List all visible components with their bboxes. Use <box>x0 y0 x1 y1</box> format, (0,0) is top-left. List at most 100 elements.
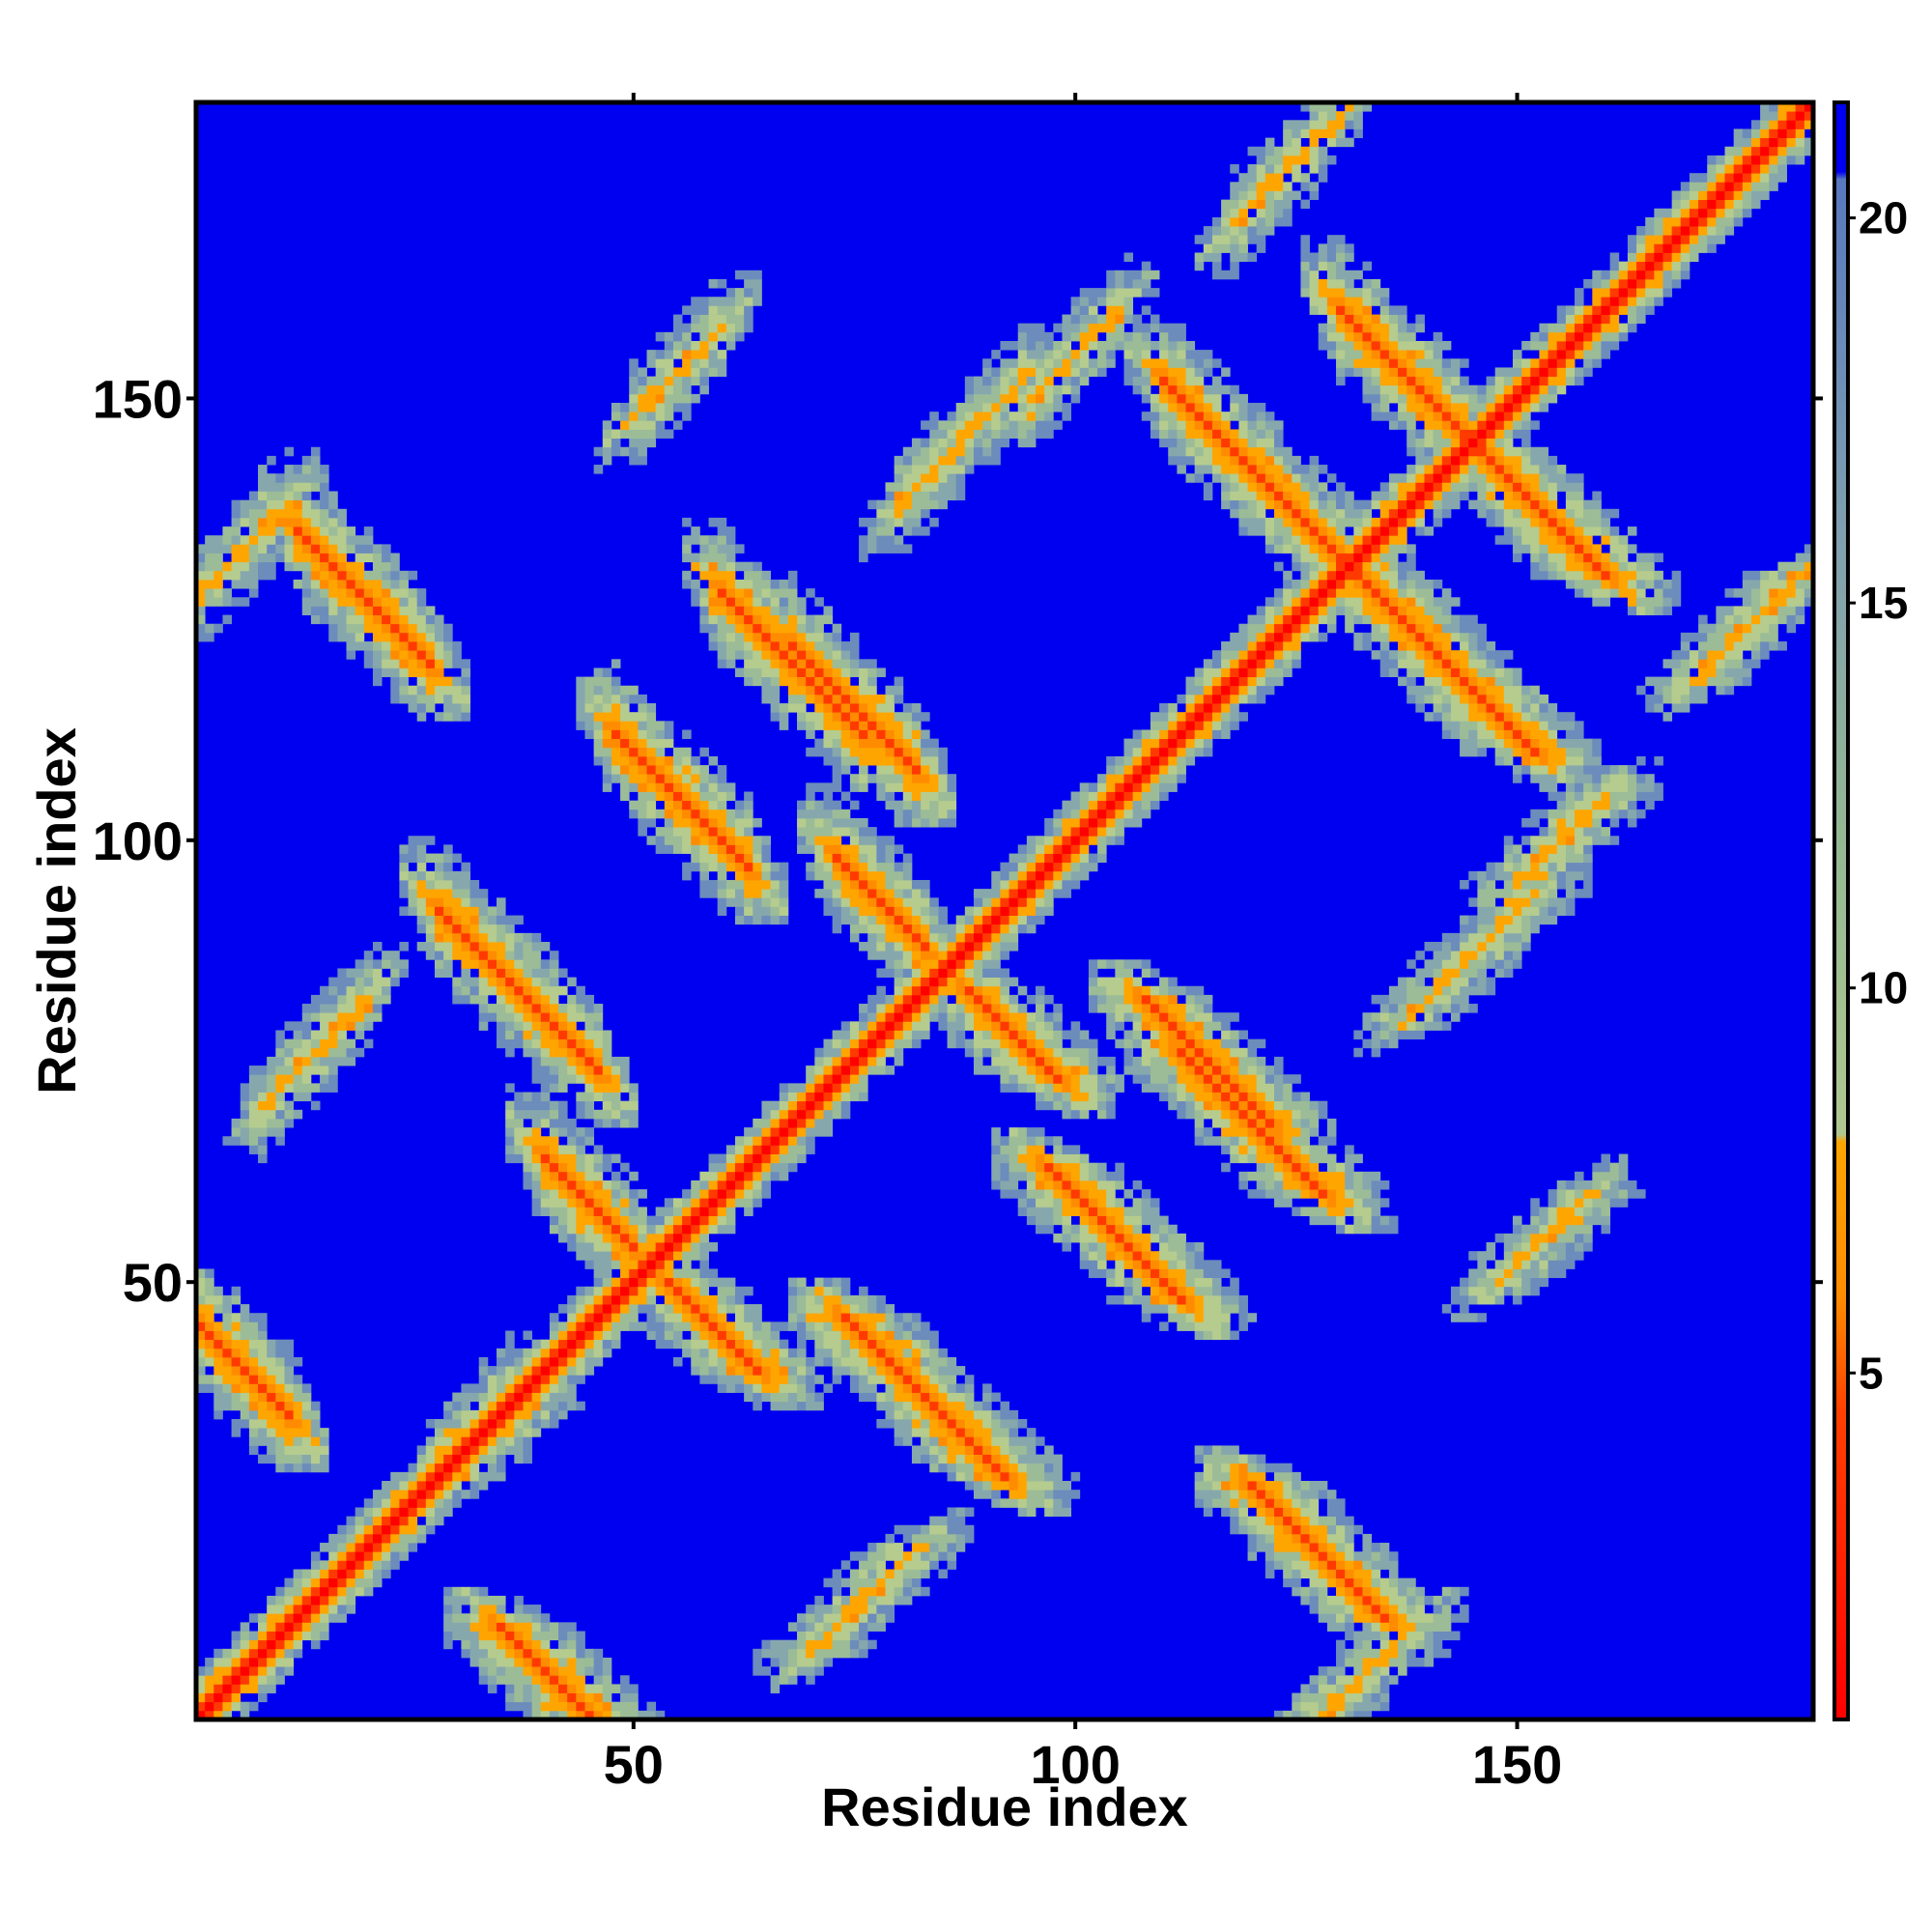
heatmap-cell <box>205 1375 214 1384</box>
heatmap-cell <box>1036 1490 1045 1499</box>
heatmap-cell <box>832 765 842 775</box>
heatmap-cell <box>859 553 868 563</box>
heatmap-cell <box>284 1613 295 1623</box>
heatmap-cell <box>761 906 771 916</box>
heatmap-cell <box>806 623 815 634</box>
heatmap-cell <box>753 1118 762 1128</box>
heatmap-cell <box>646 376 657 386</box>
heatmap-cell <box>947 1428 957 1437</box>
heatmap-cell <box>1062 1498 1072 1508</box>
heatmap-cell <box>973 977 983 987</box>
heatmap-cell <box>320 1030 329 1040</box>
heatmap-cell <box>1009 1083 1019 1093</box>
heatmap-cell <box>487 951 497 960</box>
heatmap-cell <box>1026 384 1037 395</box>
heatmap-cell <box>301 561 312 572</box>
heatmap-cell <box>611 1189 621 1199</box>
heatmap-cell <box>902 1586 913 1597</box>
heatmap-cell <box>478 897 489 907</box>
heatmap-cell <box>301 1454 312 1464</box>
heatmap-cell <box>540 1631 551 1641</box>
heatmap-cell <box>638 791 647 802</box>
heatmap-cell <box>558 1330 568 1341</box>
heatmap-cell <box>832 809 842 819</box>
heatmap-cell <box>1097 977 1107 987</box>
heatmap-cell <box>320 994 329 1005</box>
heatmap-cell <box>787 1304 798 1314</box>
heatmap-cell <box>832 774 842 783</box>
heatmap-cell <box>549 1189 559 1199</box>
heatmap-cell <box>859 738 868 749</box>
heatmap-cell <box>691 367 700 377</box>
heatmap-cell <box>363 641 374 651</box>
heatmap-cell <box>955 1428 966 1437</box>
heatmap-cell <box>832 703 842 713</box>
heatmap-cell <box>947 985 957 996</box>
heatmap-cell <box>258 1348 268 1358</box>
heatmap-cell <box>929 1551 939 1561</box>
heatmap-cell <box>213 1286 223 1296</box>
heatmap-cell <box>655 1260 666 1269</box>
heatmap-cell <box>1036 1463 1045 1473</box>
heatmap-cell <box>213 1330 223 1341</box>
heatmap-cell <box>434 915 444 925</box>
heatmap-cell <box>267 1657 276 1667</box>
heatmap-cell <box>469 942 480 952</box>
heatmap-cell <box>744 1313 753 1322</box>
heatmap-cell <box>469 951 480 960</box>
heatmap-cell <box>921 712 930 722</box>
heatmap-cell <box>363 579 374 589</box>
heatmap-cell <box>346 1047 356 1058</box>
heatmap-cell <box>549 1701 559 1712</box>
heatmap-cell <box>717 1286 727 1296</box>
heatmap-cell <box>744 659 753 668</box>
heatmap-cell <box>425 641 436 651</box>
heatmap-cell <box>725 331 736 342</box>
heatmap-cell <box>240 1383 250 1393</box>
heatmap-cell <box>540 977 551 987</box>
heatmap-cell <box>1044 350 1054 359</box>
heatmap-cell <box>876 1294 886 1305</box>
heatmap-cell <box>708 1339 719 1350</box>
heatmap-cell <box>664 844 674 854</box>
heatmap-cell <box>478 1648 489 1659</box>
heatmap-cell <box>921 1004 930 1013</box>
heatmap-cell <box>584 1294 595 1305</box>
heatmap-cell <box>770 1118 781 1128</box>
heatmap-cell <box>576 1004 585 1013</box>
heatmap-cell <box>602 1242 612 1252</box>
heatmap-cell <box>787 1277 798 1288</box>
heatmap-cell <box>725 597 736 607</box>
heatmap-cell <box>761 606 771 615</box>
heatmap-cell <box>267 1092 276 1102</box>
heatmap-cell <box>867 1056 877 1066</box>
heatmap-cell <box>399 959 409 969</box>
heatmap-cell <box>602 1260 612 1269</box>
heatmap-cell <box>655 1313 666 1322</box>
heatmap-cell <box>832 923 842 934</box>
heatmap-cell <box>346 606 356 615</box>
heatmap-cell <box>284 1383 295 1393</box>
heatmap-cell <box>787 579 798 589</box>
heatmap-cell <box>717 817 727 828</box>
heatmap-cell <box>620 1675 630 1685</box>
heatmap-cell <box>859 1030 868 1040</box>
heatmap-cell <box>867 721 877 730</box>
heatmap-cell <box>929 959 939 969</box>
heatmap-cell <box>205 1692 214 1703</box>
heatmap-cell <box>672 844 683 854</box>
heatmap-cell <box>576 1348 585 1358</box>
heatmap-cell <box>894 1356 904 1367</box>
heatmap-cell <box>328 553 338 563</box>
heatmap-cell <box>655 1251 666 1261</box>
heatmap-cell <box>523 1375 533 1384</box>
heatmap-cell <box>840 906 851 916</box>
heatmap-cell <box>372 942 383 952</box>
heatmap-cell <box>744 906 753 916</box>
heatmap-cell <box>744 1339 753 1350</box>
heatmap-cell <box>531 1056 542 1066</box>
heatmap-cell <box>620 1701 630 1712</box>
heatmap-cell <box>629 755 639 766</box>
heatmap-cell <box>973 429 983 440</box>
heatmap-cell <box>540 1189 551 1199</box>
